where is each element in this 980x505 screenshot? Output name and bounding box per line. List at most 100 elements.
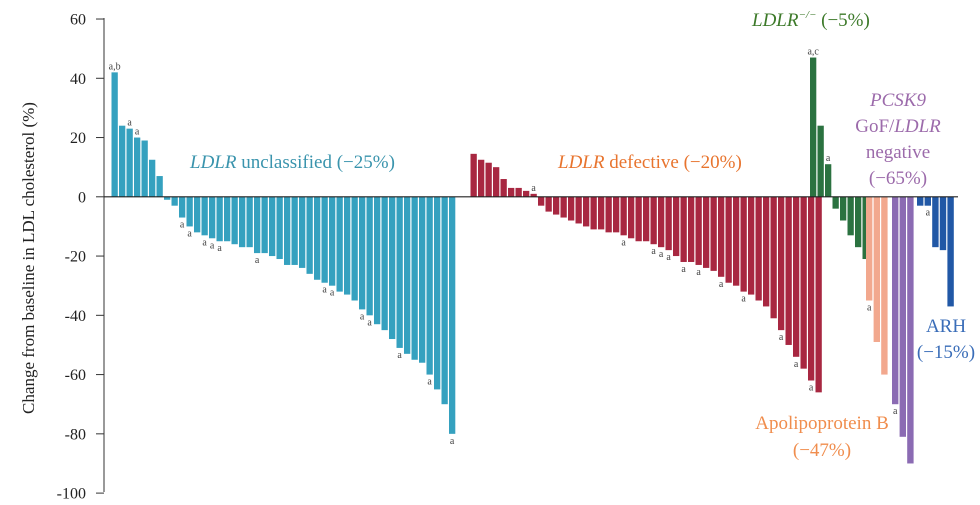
bar-ldlr_unclassified <box>419 196 426 363</box>
y-tick-label: 20 <box>70 130 86 147</box>
bar-ldlr_defective <box>695 196 702 265</box>
bar-ldlr_null <box>862 196 869 260</box>
group-labels: LDLR unclassified (−25%) LDLR defective (… <box>189 9 975 461</box>
gene-superscript: −/− <box>798 9 816 21</box>
bar-ldlr_defective <box>583 196 590 227</box>
bar-ldlr_defective <box>643 196 650 242</box>
bar-annotation: a <box>696 267 701 278</box>
bar-annotation: a <box>926 208 931 219</box>
bar-ldlr_defective <box>508 187 515 197</box>
bar-annotation: a <box>367 317 372 328</box>
y-tick-label: 60 <box>70 12 86 29</box>
bar-ldlr_null <box>825 164 832 197</box>
bar-annotation: a <box>330 288 335 299</box>
bar-ldlr_defective <box>703 196 710 268</box>
bar-ldlr_defective <box>553 196 560 215</box>
bar-ldlr_unclassified <box>134 137 141 197</box>
bar-ldlr_unclassified <box>359 196 366 310</box>
gene-name: LDLR <box>751 10 799 31</box>
bar-ldlr_unclassified <box>351 196 358 301</box>
bar-ldlr_unclassified <box>239 196 246 248</box>
bar-arh <box>939 196 947 251</box>
group-label-pcsk9: PCSK9 <box>869 90 926 111</box>
bar-ldlr_defective <box>515 187 522 197</box>
group-label-ldlr-null: LDLR−/− (−5%) <box>751 9 870 31</box>
bar-annotation: a <box>621 237 626 248</box>
bar-annotation: a <box>719 279 724 290</box>
group-label-arh: ARH <box>926 316 966 337</box>
bar-ldlr_defective <box>590 196 597 230</box>
group-label-ldlr-unclassified: LDLR unclassified (−25%) <box>189 152 395 173</box>
bar-ldlr_defective <box>673 196 680 257</box>
group-percent: (−20%) <box>679 152 742 173</box>
bar-apob <box>881 196 888 375</box>
bar-annotation: a <box>666 252 671 263</box>
bar-apob <box>873 196 880 342</box>
group-percent: (−25%) <box>332 152 395 173</box>
bar-annotation: a <box>651 246 656 257</box>
bar-ldlr_defective <box>628 196 635 239</box>
bar-ldlr_unclassified <box>396 196 403 348</box>
bar-apob <box>866 196 873 301</box>
bar-ldlr_unclassified <box>254 196 261 254</box>
bar-ldlr_defective <box>710 196 717 271</box>
group-label-text: defective <box>604 152 678 173</box>
bar-ldlr_unclassified <box>411 196 418 360</box>
bar-annotation: a <box>255 255 260 266</box>
y-tick-label: -100 <box>57 486 86 503</box>
bar-ldlr_unclassified <box>291 196 298 265</box>
bar-annotation: a <box>741 294 746 305</box>
bar-ldlr_defective <box>763 196 770 307</box>
bar-ldlr_defective <box>605 196 612 233</box>
bar-ldlr_defective <box>800 196 807 369</box>
bar-ldlr_defective <box>500 179 507 197</box>
bar-ldlr_defective <box>793 196 800 357</box>
bar-ldlr_defective <box>530 193 537 197</box>
bar-ldlr_defective <box>575 196 582 224</box>
bar-ldlr_defective <box>808 196 815 381</box>
bar-ldlr_defective <box>770 196 777 319</box>
group-label-text: unclassified <box>236 152 332 173</box>
bar-ldlr_null <box>855 196 862 248</box>
bar-ldlr_unclassified <box>224 196 231 242</box>
bar-ldlr_defective <box>620 196 627 236</box>
bar-ldlr_defective <box>650 196 657 245</box>
bar-ldlr_unclassified <box>329 196 336 286</box>
bar-ldlr_unclassified <box>231 196 238 245</box>
y-tick-label: 0 <box>78 189 86 206</box>
bar-annotation: a <box>659 249 664 260</box>
bar-ldlr_unclassified <box>449 196 456 434</box>
bar-ldlr_unclassified <box>216 196 223 242</box>
group-label-ldlr-defective: LDLR defective (−20%) <box>557 152 742 173</box>
y-tick-label: -40 <box>65 308 86 325</box>
bar-annotation: a <box>809 383 814 394</box>
bar-ldlr_defective <box>718 196 725 277</box>
bar-pcsk9 <box>899 196 906 437</box>
bar-ldlr_unclassified <box>141 140 148 197</box>
bar-ldlr_null <box>840 196 847 221</box>
bar-annotation: a <box>450 436 455 447</box>
bar-ldlr_defective <box>613 196 620 233</box>
group-label-pcsk9-line2: GoF/LDLR <box>855 116 941 137</box>
bar-ldlr_unclassified <box>374 196 381 325</box>
bar-ldlr_unclassified <box>149 159 156 197</box>
bar-ldlr_unclassified <box>426 196 433 375</box>
bar-ldlr_defective <box>725 196 732 283</box>
bar-ldlr_defective <box>778 196 785 331</box>
bar-ldlr_null <box>847 196 854 236</box>
bar-annotation: a <box>794 359 799 370</box>
y-ticks: 60 40 20 0 -20 -40 -60 -80 -100 <box>57 12 104 503</box>
bar-ldlr_null <box>832 196 839 209</box>
bar-annotation: a <box>202 237 207 248</box>
gene-name: LDLR <box>189 152 237 173</box>
bar-ldlr_unclassified <box>441 196 448 405</box>
bar-ldlr_unclassified <box>344 196 351 295</box>
group-percent-arh: (−15%) <box>917 342 975 363</box>
bar-arh <box>932 196 939 248</box>
gene-name: PCSK9 <box>869 90 926 111</box>
y-tick-label: -80 <box>65 426 86 443</box>
bar-ldlr_defective <box>658 196 665 248</box>
y-tick-label: 40 <box>70 71 86 88</box>
bar-annotation: a <box>681 264 686 275</box>
